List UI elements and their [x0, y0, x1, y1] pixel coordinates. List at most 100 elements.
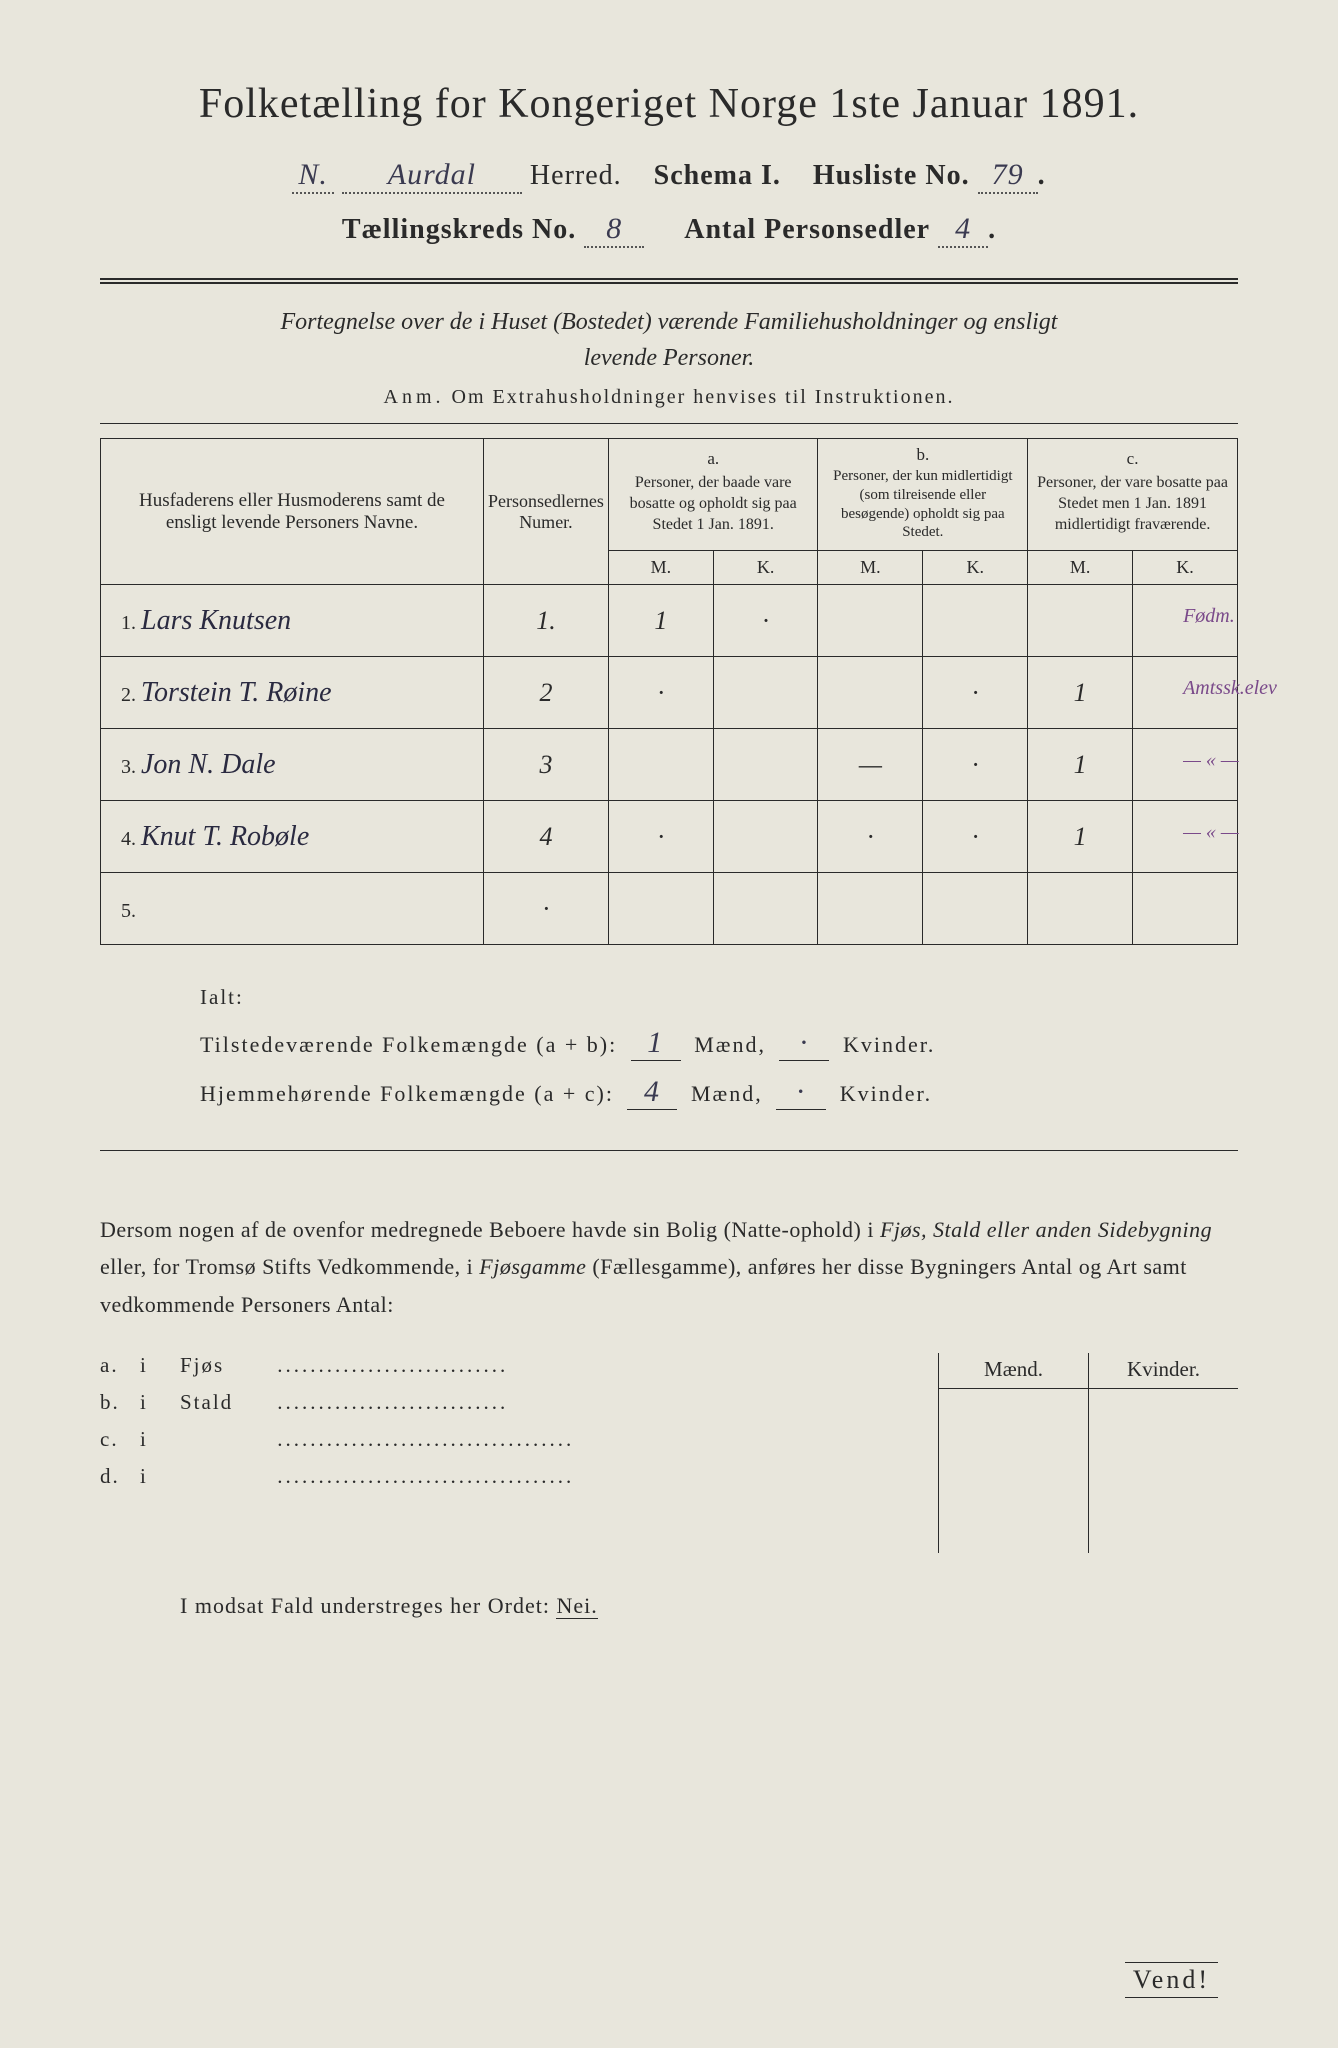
col-b-label: b. — [822, 445, 1023, 465]
kvinder-label: Kvinder. — [843, 1032, 935, 1057]
col-num-header: Personsedlernes Numer. — [483, 439, 608, 585]
col-name-text: Husfaderens eller Husmoderens samt de en… — [105, 480, 479, 544]
maend-column: Mænd. — [939, 1353, 1089, 1553]
sidebygning-entry: c.i .................................... — [100, 1427, 938, 1452]
census-table: Husfaderens eller Husmoderens samt de en… — [100, 438, 1238, 945]
b-m-cell: — — [818, 729, 923, 801]
sidebygning-list: a.iFjøs ............................ b.iS… — [100, 1353, 938, 1553]
col-a-label: a. — [613, 449, 814, 469]
pnum-cell: · — [483, 873, 608, 945]
home-k: · — [776, 1075, 826, 1110]
b-k-cell — [923, 585, 1028, 657]
herred-prefix: N. — [292, 158, 334, 194]
vend-label: Vend! — [1125, 1962, 1218, 1998]
a-k-cell: · — [713, 585, 818, 657]
kreds-line: Tællingskreds No. 8 Antal Personsedler 4… — [100, 212, 1238, 248]
col-b-text: Personer, der kun midlertidigt (som tilr… — [822, 465, 1023, 544]
anm-label: Anm. — [384, 386, 445, 408]
present-m: 1 — [631, 1026, 681, 1061]
col-b-header: b. Personer, der kun midlertidigt (som t… — [818, 439, 1028, 551]
c-k-cell: — « — — [1133, 801, 1238, 873]
c-m-cell: 1 — [1028, 729, 1133, 801]
page-title: Folketælling for Kongeriget Norge 1ste J… — [100, 80, 1238, 128]
table-row: 4. Knut T. Robøle4···1— « — — [101, 801, 1238, 873]
col-c-text: Personer, der vare bosatte paa Stedet me… — [1032, 469, 1233, 539]
k-label: K. — [1133, 551, 1238, 585]
a-m-cell — [608, 873, 713, 945]
sidebygning-entry: d.i .................................... — [100, 1464, 938, 1489]
present-line: Tilstedeværende Folkemængde (a + b): 1 M… — [200, 1026, 1238, 1061]
c-k-cell: — « — — [1133, 729, 1238, 801]
note-block: Dersom nogen af de ovenfor medregnede Be… — [100, 1211, 1238, 1323]
a-k-cell — [713, 657, 818, 729]
col-c-label: c. — [1032, 449, 1233, 469]
kvinder-column: Kvinder. — [1089, 1353, 1238, 1553]
m-label: M. — [608, 551, 713, 585]
b-k-cell: · — [923, 801, 1028, 873]
nei-word: Nei. — [556, 1593, 597, 1619]
desc-line1: Fortegnelse over de i Huset (Bostedet) v… — [281, 309, 1058, 335]
husliste-no: 79 — [978, 158, 1038, 194]
sidebygning-entry: a.iFjøs ............................ — [100, 1353, 938, 1378]
desc-line2: levende Personer. — [584, 345, 755, 371]
herred-label: Herred. — [530, 160, 622, 191]
col-name-header: Husfaderens eller Husmoderens samt de en… — [101, 439, 484, 585]
pnum-cell: 3 — [483, 729, 608, 801]
divider — [100, 423, 1238, 424]
anm-text: Om Extrahusholdninger henvises til Instr… — [452, 386, 955, 408]
c-k-cell: Amtssk.elev — [1133, 657, 1238, 729]
a-m-cell: · — [608, 657, 713, 729]
maend-label: Mænd, — [691, 1081, 763, 1106]
kvinder-header: Kvinder. — [1089, 1357, 1238, 1389]
home-label: Hjemmehørende Folkemængde (a + c): — [200, 1081, 614, 1106]
pnum-cell: 1. — [483, 585, 608, 657]
pnum-cell: 2 — [483, 657, 608, 729]
col-a-text: Personer, der baade vare bosatte og opho… — [613, 469, 814, 539]
maend-header: Mænd. — [939, 1357, 1088, 1389]
sidebygning-section: a.iFjøs ............................ b.iS… — [100, 1353, 1238, 1553]
k-label: K. — [923, 551, 1028, 585]
herred-name: Aurdal — [342, 158, 522, 194]
b-k-cell: · — [923, 657, 1028, 729]
a-m-cell — [608, 729, 713, 801]
b-m-cell — [818, 873, 923, 945]
table-row: 3. Jon N. Dale3—·1— « — — [101, 729, 1238, 801]
nei-text: I modsat Fald understreges her Ordet: — [180, 1593, 550, 1618]
c-m-cell — [1028, 873, 1133, 945]
b-k-cell — [923, 873, 1028, 945]
note-text1: Dersom nogen af de ovenfor medregnede Be… — [100, 1217, 874, 1242]
b-m-cell — [818, 657, 923, 729]
present-k: · — [779, 1026, 829, 1061]
row-num-cell: 1. Lars Knutsen — [101, 585, 484, 657]
row-num-cell: 3. Jon N. Dale — [101, 729, 484, 801]
kvinder-label: Kvinder. — [840, 1081, 932, 1106]
a-k-cell — [713, 801, 818, 873]
anm-line: Anm. Om Extrahusholdninger henvises til … — [100, 386, 1238, 409]
row-num-cell: 4. Knut T. Robøle — [101, 801, 484, 873]
tally-section: Ialt: Tilstedeværende Folkemængde (a + b… — [100, 985, 1238, 1110]
note-ital1: Fjøs, Stald eller anden Sidebygning — [880, 1217, 1212, 1242]
col-c-header: c. Personer, der vare bosatte paa Stedet… — [1028, 439, 1238, 551]
a-m-cell: · — [608, 801, 713, 873]
table-row: 5. · — [101, 873, 1238, 945]
note-text2: eller, for Tromsø Stifts Vedkommende, i — [100, 1254, 473, 1279]
maend-label: Mænd, — [694, 1032, 766, 1057]
b-m-cell — [818, 585, 923, 657]
sidebygning-entry: b.iStald ............................ — [100, 1390, 938, 1415]
census-form: Folketælling for Kongeriget Norge 1ste J… — [100, 80, 1238, 1619]
m-label: M. — [1028, 551, 1133, 585]
kreds-label: Tællingskreds No. — [342, 214, 576, 245]
nei-line: I modsat Fald understreges her Ordet: Ne… — [100, 1593, 1238, 1619]
husliste-label: Husliste No. — [813, 160, 970, 191]
home-line: Hjemmehørende Folkemængde (a + c): 4 Mæn… — [200, 1075, 1238, 1110]
b-m-cell: · — [818, 801, 923, 873]
herred-line: N. Aurdal Herred. Schema I. Husliste No.… — [100, 158, 1238, 194]
c-k-cell — [1133, 873, 1238, 945]
row-num-cell: 5. — [101, 873, 484, 945]
table-row: 1. Lars Knutsen1.1·Fødm. — [101, 585, 1238, 657]
c-m-cell: 1 — [1028, 657, 1133, 729]
present-label: Tilstedeværende Folkemængde (a + b): — [200, 1032, 617, 1057]
form-description: Fortegnelse over de i Huset (Bostedet) v… — [160, 304, 1178, 376]
kreds-no: 8 — [584, 212, 644, 248]
note-ital2: Fjøsgamme — [479, 1254, 586, 1279]
